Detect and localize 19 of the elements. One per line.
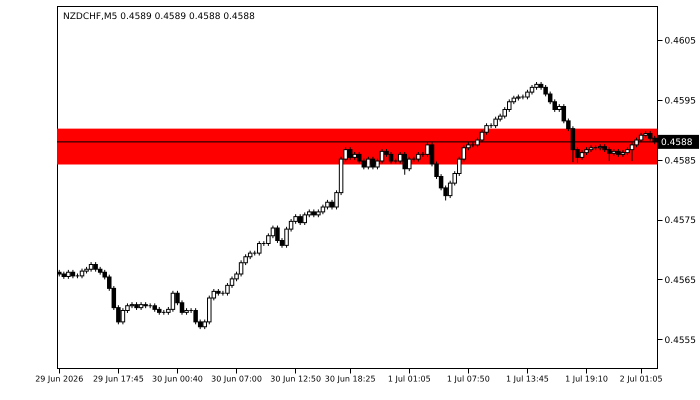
x-tick-label: 30 Jun 00:40 (152, 374, 203, 384)
y-tick-label: 0.4595 (664, 96, 696, 106)
x-tick-label: 29 Jun 17:45 (92, 374, 144, 384)
x-tick-label: 29 Jun 2026 (35, 374, 84, 384)
x-tick-label: 1 Jul 01:05 (388, 374, 431, 384)
y-tick-label: 0.4565 (664, 276, 696, 286)
x-tick-label: 30 Jun 12:50 (270, 374, 322, 384)
x-tick-label: 30 Jun 18:25 (324, 374, 376, 384)
x-tick-label: 2 Jul 01:05 (620, 374, 663, 384)
y-tick-label: 0.4575 (664, 216, 696, 226)
x-tick-label: 1 Jul 07:50 (446, 374, 490, 384)
y-tick-label: 0.4555 (664, 336, 696, 346)
x-tick-label: 1 Jul 13:45 (506, 374, 549, 384)
x-tick-label: 1 Jul 19:10 (565, 374, 608, 384)
y-tick-label: 0.4585 (664, 156, 696, 166)
y-tick-label: 0.4605 (664, 36, 696, 47)
x-tick-label: 30 Jun 07:00 (211, 374, 262, 384)
text: NZDCHF,M5 0.4589 0.4589 0.4588 0.4588 (63, 12, 256, 22)
ref-line-label: 0.4588 (661, 138, 693, 148)
